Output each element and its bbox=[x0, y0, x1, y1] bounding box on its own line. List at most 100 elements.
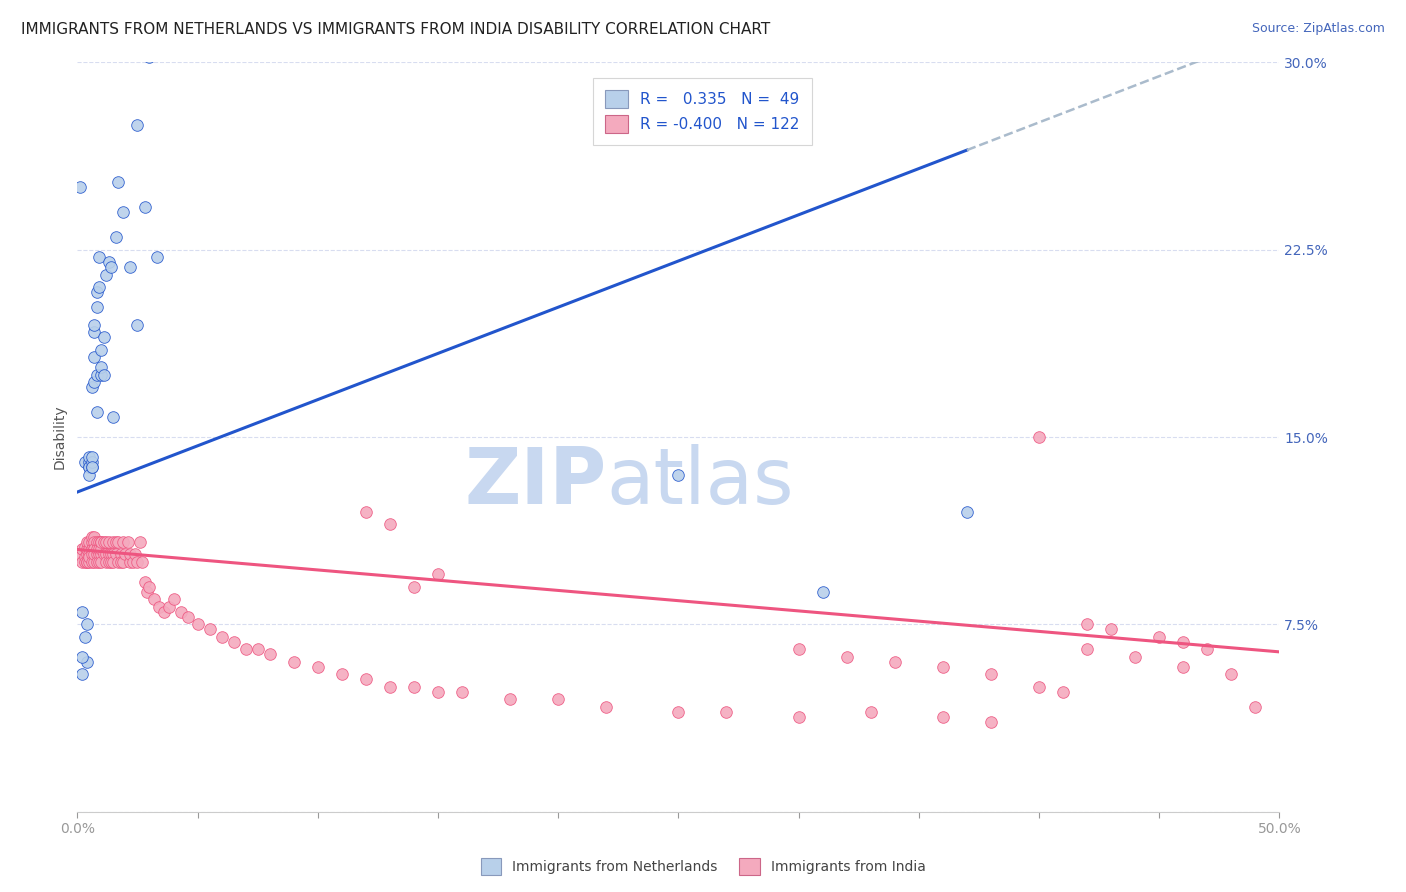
Point bbox=[378, 517, 401, 532]
Point bbox=[932, 660, 955, 674]
Point bbox=[83, 555, 105, 569]
Point bbox=[69, 549, 91, 564]
Point bbox=[103, 548, 125, 562]
Point bbox=[427, 685, 450, 699]
Point bbox=[80, 460, 103, 475]
Point bbox=[1149, 630, 1171, 644]
Point bbox=[83, 542, 105, 557]
Point bbox=[283, 655, 305, 669]
Point bbox=[835, 649, 858, 664]
Point bbox=[76, 655, 98, 669]
Point bbox=[143, 592, 166, 607]
Point bbox=[859, 705, 882, 719]
Point bbox=[127, 118, 149, 132]
Point bbox=[131, 555, 153, 569]
Point bbox=[1197, 642, 1219, 657]
Point bbox=[87, 542, 110, 557]
Point bbox=[104, 535, 127, 549]
Point bbox=[73, 455, 96, 469]
Point bbox=[97, 535, 120, 549]
Point bbox=[80, 548, 103, 562]
Point bbox=[73, 540, 96, 554]
Point bbox=[1173, 635, 1195, 649]
Point bbox=[80, 450, 103, 464]
Point bbox=[1173, 660, 1195, 674]
Point bbox=[222, 635, 245, 649]
Point bbox=[90, 343, 112, 357]
Point bbox=[932, 710, 955, 724]
Point bbox=[107, 175, 129, 189]
Point bbox=[87, 250, 110, 264]
Point bbox=[83, 318, 105, 332]
Point bbox=[86, 548, 108, 562]
Point bbox=[121, 555, 143, 569]
Point bbox=[104, 548, 127, 562]
Point bbox=[136, 585, 159, 599]
Point bbox=[73, 549, 96, 564]
Point bbox=[86, 555, 108, 569]
Point bbox=[138, 580, 160, 594]
Point bbox=[145, 250, 167, 264]
Point bbox=[79, 467, 101, 482]
Point bbox=[186, 617, 209, 632]
Point bbox=[1244, 699, 1267, 714]
Point bbox=[114, 548, 136, 562]
Point bbox=[111, 535, 134, 549]
Point bbox=[80, 530, 103, 544]
Point bbox=[104, 230, 127, 244]
Point bbox=[83, 535, 105, 549]
Point bbox=[354, 673, 377, 687]
Point bbox=[76, 555, 98, 569]
Point bbox=[86, 405, 108, 419]
Point bbox=[811, 585, 834, 599]
Point bbox=[107, 535, 129, 549]
Point bbox=[120, 548, 142, 562]
Point bbox=[79, 455, 101, 469]
Point bbox=[70, 649, 93, 664]
Point bbox=[1028, 430, 1050, 444]
Point bbox=[83, 548, 105, 562]
Point bbox=[1076, 642, 1098, 657]
Point bbox=[86, 285, 108, 300]
Point bbox=[124, 548, 146, 562]
Point bbox=[90, 535, 112, 549]
Point bbox=[716, 705, 738, 719]
Point bbox=[79, 549, 101, 564]
Point bbox=[93, 330, 115, 344]
Point bbox=[103, 410, 125, 425]
Point bbox=[76, 548, 98, 562]
Point bbox=[259, 648, 281, 662]
Point bbox=[177, 610, 200, 624]
Point bbox=[97, 548, 120, 562]
Point bbox=[128, 535, 150, 549]
Point bbox=[79, 542, 101, 557]
Point bbox=[402, 580, 425, 594]
Point bbox=[111, 555, 134, 569]
Point bbox=[90, 535, 112, 549]
Point bbox=[70, 555, 93, 569]
Point bbox=[980, 667, 1002, 681]
Point bbox=[110, 555, 132, 569]
Point bbox=[93, 368, 115, 382]
Point bbox=[86, 300, 108, 314]
Point bbox=[76, 542, 98, 557]
Point bbox=[97, 255, 120, 269]
Point bbox=[69, 180, 91, 194]
Point bbox=[79, 460, 101, 475]
Point bbox=[330, 667, 353, 681]
Point bbox=[1052, 685, 1074, 699]
Legend: R =   0.335   N =  49, R = -0.400   N = 122: R = 0.335 N = 49, R = -0.400 N = 122 bbox=[593, 78, 811, 145]
Point bbox=[96, 555, 118, 569]
Point bbox=[90, 548, 112, 562]
Point bbox=[87, 280, 110, 294]
Point bbox=[73, 630, 96, 644]
Point bbox=[1076, 617, 1098, 632]
Point bbox=[86, 368, 108, 382]
Point bbox=[83, 375, 105, 389]
Point bbox=[103, 555, 125, 569]
Point bbox=[117, 535, 139, 549]
Point bbox=[90, 368, 112, 382]
Point bbox=[378, 680, 401, 694]
Point bbox=[76, 617, 98, 632]
Point bbox=[96, 548, 118, 562]
